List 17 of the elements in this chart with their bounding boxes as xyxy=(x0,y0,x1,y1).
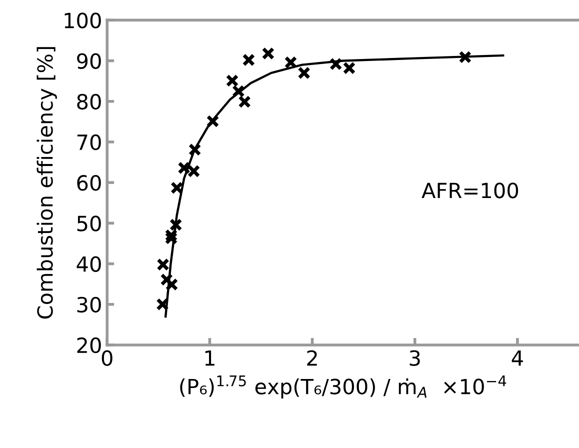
annotation: AFR=100 xyxy=(422,182,518,198)
y-tick-label: 30 xyxy=(77,296,101,313)
y-tick-label: 90 xyxy=(77,53,101,69)
y-axis-title: Combustion efficiency [%] xyxy=(36,47,57,319)
text: (P₆)$^{1.75}$ exp(T₆/300) / ṁ$_{A}$ ×10$^{−4}$ xyxy=(180,376,506,398)
y-tick-label: 60 xyxy=(77,175,101,191)
y-tick-label: 50 xyxy=(77,216,101,232)
x-tick-label: 0 xyxy=(102,350,112,366)
x-tick-label: 4 xyxy=(512,350,523,366)
y-tick-label: 100 xyxy=(64,12,101,28)
y-tick-label: 80 xyxy=(77,94,101,110)
x-tick-label: 1 xyxy=(205,350,214,366)
x-tick-label: 2 xyxy=(307,350,317,366)
y-tick-label: 40 xyxy=(76,256,101,272)
y-tick-label: 70 xyxy=(77,134,101,150)
x-tick-label: 3 xyxy=(410,350,420,366)
y-tick-label: 20 xyxy=(77,337,101,354)
